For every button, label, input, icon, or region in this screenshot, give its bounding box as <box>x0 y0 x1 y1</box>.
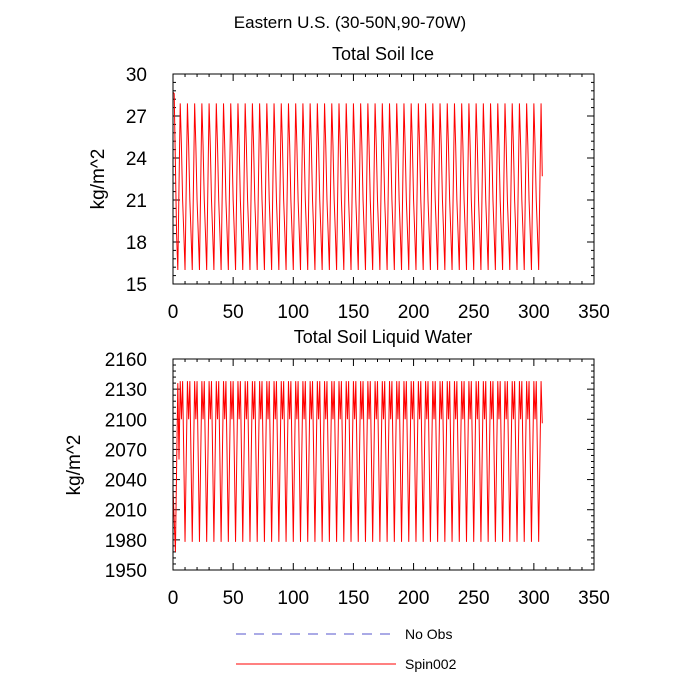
x-tick-label: 100 <box>277 302 309 323</box>
x-tick-label: 100 <box>277 588 309 609</box>
plot-frame <box>172 73 595 285</box>
y-tick-label: 2130 <box>105 380 147 401</box>
y-tick-label: 27 <box>126 107 147 128</box>
x-tick-label: 150 <box>338 588 370 609</box>
legend-label-no-obs: No Obs <box>405 626 452 642</box>
axis-tick-labels: 0 50 100 150 200 250 300 350 15 18 21 24 27 30 <box>126 65 610 323</box>
y-axis-label: kg/m^2 <box>64 435 85 496</box>
legend-item-spin002: Spin002 <box>236 656 457 672</box>
y-tick-label: 24 <box>126 149 148 170</box>
legend: No Obs Spin002 <box>236 626 457 672</box>
y-tick-label: 2010 <box>105 501 147 522</box>
x-tick-label: 300 <box>518 302 550 323</box>
y-tick-label: 18 <box>126 233 147 254</box>
x-tick-label: 250 <box>458 302 490 323</box>
y-tick-label: 1950 <box>105 561 147 582</box>
legend-label-spin002: Spin002 <box>405 656 457 672</box>
series-line-spin002 <box>172 91 543 271</box>
series-group <box>172 91 543 271</box>
series-group <box>172 381 543 552</box>
x-tick-label: 200 <box>398 302 430 323</box>
y-axis-label: kg/m^2 <box>88 149 109 210</box>
chart-title: Total Soil Ice <box>332 44 434 64</box>
x-tick-label: 150 <box>338 302 370 323</box>
y-tick-label: 2160 <box>105 350 147 371</box>
y-tick-label: 15 <box>126 275 147 296</box>
figure-title: Eastern U.S. (30-50N,90-70W) <box>234 13 466 32</box>
y-tick-label: 2040 <box>105 471 147 492</box>
y-tick-label: 2070 <box>105 440 147 461</box>
plot-frame <box>172 358 595 571</box>
chart-title: Total Soil Liquid Water <box>294 327 472 347</box>
y-tick-label: 2100 <box>105 410 147 431</box>
x-tick-label: 250 <box>458 588 490 609</box>
panel-soil-liquid-water: Total Soil Liquid Water kg/m^2 0 50 100 150… <box>64 327 610 609</box>
x-tick-label: 350 <box>578 302 610 323</box>
legend-item-no-obs: No Obs <box>236 626 452 642</box>
x-tick-label: 50 <box>223 588 244 609</box>
x-tick-label: 200 <box>398 588 430 609</box>
axis-tick-labels: 0 50 100 150 200 250 300 350 1950 1980 2010 2040 207… <box>105 350 610 609</box>
panel-soil-ice: Total Soil Ice kg/m^2 0 50 100 150 200 250 300… <box>88 44 610 323</box>
x-tick-label: 350 <box>578 588 610 609</box>
axis-ticks <box>172 358 595 571</box>
x-tick-label: 0 <box>168 302 179 323</box>
x-tick-label: 300 <box>518 588 550 609</box>
y-tick-label: 1980 <box>105 531 147 552</box>
x-tick-label: 0 <box>168 588 179 609</box>
series-line-spin002 <box>172 381 543 552</box>
x-tick-label: 50 <box>223 302 244 323</box>
y-tick-label: 30 <box>126 65 147 86</box>
y-tick-label: 21 <box>126 191 147 212</box>
